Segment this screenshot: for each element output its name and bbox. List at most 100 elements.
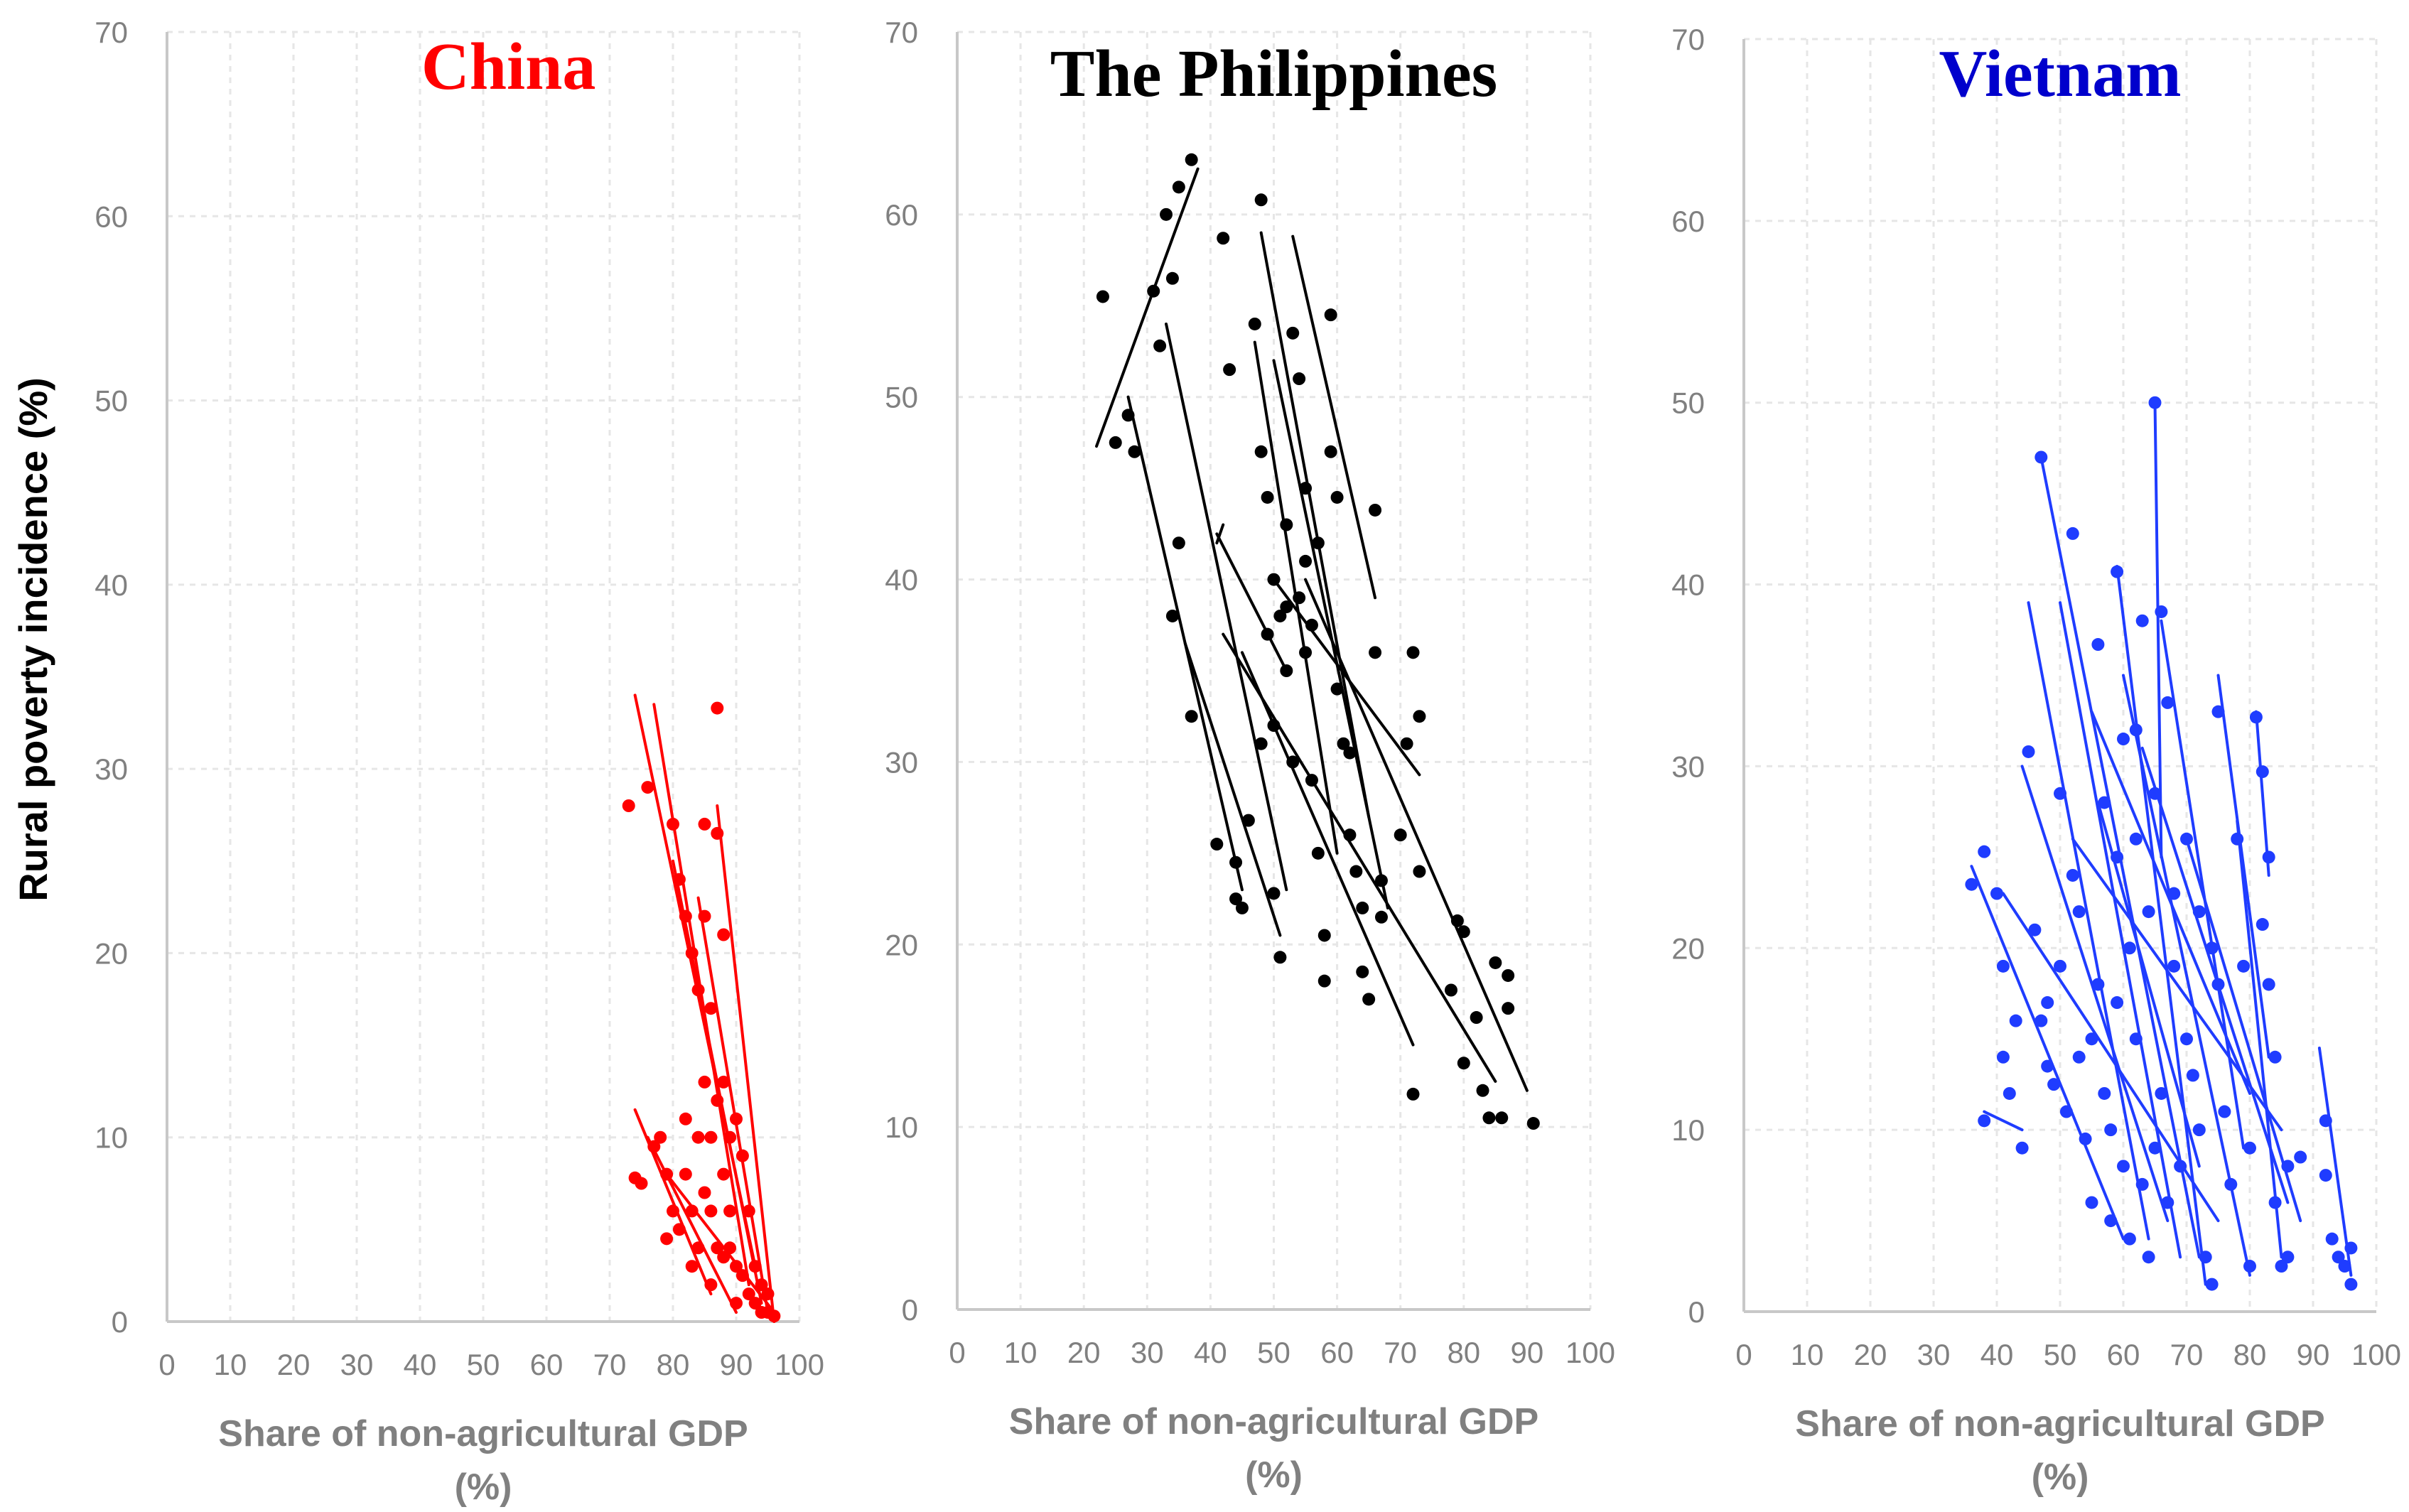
data-point bbox=[2035, 1014, 2048, 1027]
data-point bbox=[2325, 1232, 2339, 1246]
data-point bbox=[2180, 832, 2193, 846]
data-point bbox=[2148, 787, 2162, 800]
data-point bbox=[1369, 646, 1382, 659]
data-point bbox=[1356, 901, 1369, 914]
y-tick-label: 10 bbox=[1671, 1113, 1705, 1147]
data-point bbox=[2022, 745, 2035, 758]
data-point bbox=[2054, 787, 2066, 800]
data-point bbox=[2281, 1160, 2295, 1173]
data-point bbox=[2148, 396, 2162, 409]
data-point bbox=[2111, 850, 2124, 864]
data-point bbox=[2104, 1123, 2118, 1137]
data-point bbox=[2262, 978, 2275, 991]
trend-line bbox=[2185, 837, 2302, 1223]
data-point bbox=[635, 1177, 648, 1190]
data-point bbox=[2072, 905, 2086, 919]
y-tick-label: 70 bbox=[95, 16, 128, 49]
y-tick-label: 40 bbox=[885, 563, 918, 597]
data-point bbox=[1311, 846, 1325, 860]
data-point bbox=[767, 1310, 781, 1323]
x-tick-label: 40 bbox=[1194, 1336, 1227, 1369]
panel-title: The Philippines bbox=[1050, 37, 1498, 111]
data-point bbox=[2059, 1105, 2073, 1118]
data-point bbox=[1406, 646, 1420, 659]
data-point bbox=[704, 1204, 718, 1218]
data-point bbox=[711, 1094, 724, 1107]
data-point bbox=[698, 817, 711, 831]
data-point bbox=[698, 1186, 711, 1199]
x-tick-label: 90 bbox=[2297, 1338, 2330, 1371]
data-point bbox=[711, 701, 724, 715]
x-tick-label: 40 bbox=[404, 1348, 437, 1381]
data-point bbox=[660, 1232, 674, 1246]
data-point bbox=[2009, 1014, 2022, 1027]
data-point bbox=[1172, 180, 1185, 194]
data-point bbox=[667, 1204, 679, 1218]
x-axis-title: Share of non-agricultural GDP bbox=[1009, 1401, 1538, 1442]
data-point bbox=[1223, 363, 1236, 377]
trend-line bbox=[2153, 401, 2163, 859]
data-point bbox=[730, 1260, 743, 1273]
x-tick-label: 30 bbox=[1917, 1338, 1951, 1371]
data-point bbox=[1317, 974, 1331, 988]
data-point bbox=[2129, 832, 2143, 846]
data-point bbox=[2098, 1086, 2111, 1100]
x-tick-label: 50 bbox=[2044, 1338, 2077, 1371]
data-point bbox=[2123, 1232, 2136, 1246]
data-point bbox=[2205, 941, 2219, 955]
y-tick-label: 30 bbox=[885, 745, 918, 779]
x-tick-label: 100 bbox=[775, 1348, 824, 1381]
x-tick-label: 80 bbox=[657, 1348, 690, 1381]
y-tick-label: 60 bbox=[95, 200, 128, 233]
data-point bbox=[1444, 983, 1457, 997]
data-point bbox=[2231, 832, 2244, 846]
data-point bbox=[2003, 1086, 2016, 1100]
data-point bbox=[2268, 1050, 2282, 1064]
data-point bbox=[1489, 956, 1502, 969]
data-point bbox=[2041, 1059, 2054, 1073]
data-point bbox=[2256, 918, 2269, 932]
data-point bbox=[2091, 978, 2105, 991]
data-point bbox=[1343, 746, 1357, 760]
y-tick-label: 60 bbox=[885, 198, 918, 232]
data-point bbox=[1229, 892, 1243, 906]
data-point bbox=[691, 1130, 705, 1144]
data-point bbox=[698, 909, 711, 923]
panel-title: Vietnam bbox=[1939, 37, 2181, 111]
data-point bbox=[1317, 929, 1331, 942]
data-point bbox=[1450, 914, 1464, 927]
data-point bbox=[1248, 317, 1261, 330]
trend-line bbox=[1183, 642, 1282, 937]
data-point bbox=[1996, 959, 2010, 973]
data-point bbox=[2135, 614, 2149, 627]
x-tick-label: 70 bbox=[2170, 1338, 2204, 1371]
x-axis-title-unit: (%) bbox=[455, 1467, 512, 1508]
data-point bbox=[2104, 1214, 2118, 1228]
x-tick-label: 20 bbox=[1854, 1338, 1887, 1371]
data-point bbox=[1526, 1117, 1540, 1130]
y-tick-label: 0 bbox=[112, 1305, 128, 1339]
data-point bbox=[730, 1297, 743, 1310]
data-point bbox=[2129, 1032, 2143, 1046]
data-point bbox=[1267, 719, 1281, 733]
data-point bbox=[1413, 865, 1426, 878]
data-point bbox=[1261, 490, 1274, 504]
data-point bbox=[1153, 339, 1167, 352]
data-point bbox=[1267, 573, 1281, 586]
data-point bbox=[1406, 1087, 1420, 1101]
y-tick-label: 50 bbox=[885, 381, 918, 414]
data-point bbox=[2186, 1069, 2199, 1082]
data-point bbox=[672, 1223, 686, 1236]
data-point bbox=[1413, 710, 1426, 723]
data-point bbox=[1185, 153, 1198, 166]
data-point bbox=[2066, 868, 2079, 882]
trend-line bbox=[1259, 231, 1371, 819]
data-point bbox=[1280, 518, 1293, 531]
data-point bbox=[1241, 814, 1255, 827]
x-tick-label: 0 bbox=[158, 1348, 175, 1381]
data-point bbox=[1229, 855, 1243, 869]
data-point bbox=[723, 1204, 737, 1218]
data-point bbox=[2256, 765, 2269, 779]
data-point bbox=[2262, 850, 2275, 864]
